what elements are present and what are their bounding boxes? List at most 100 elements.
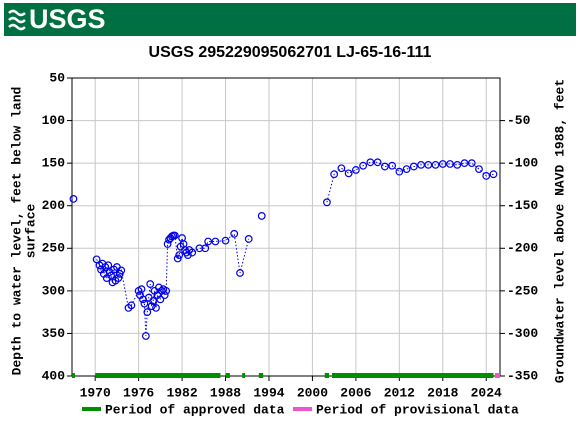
y-tick-label: 400 — [42, 368, 66, 383]
data-point — [230, 229, 239, 238]
data-point — [211, 237, 220, 246]
data-point — [431, 160, 440, 169]
x-tick-label: 1988 — [210, 385, 241, 400]
data-point — [162, 286, 171, 295]
y-tick-label: 200 — [42, 198, 66, 213]
x-tick-label: 1976 — [123, 385, 154, 400]
data-point — [366, 158, 375, 167]
data-point — [160, 291, 169, 300]
logo-waves — [8, 9, 26, 31]
y2-axis-label: Groundwater level above NAVD 1988, feet — [552, 79, 567, 383]
data-point — [195, 244, 204, 253]
data-point — [221, 236, 230, 245]
data-point — [453, 160, 462, 169]
data-point — [337, 164, 346, 173]
data-point — [127, 301, 136, 310]
data-point — [388, 161, 396, 170]
y-axis-label: surface — [23, 203, 38, 258]
period-bar — [242, 373, 246, 378]
data-point — [373, 158, 382, 167]
data-point — [323, 198, 331, 207]
period-bar — [258, 373, 264, 378]
x-tick-label: 2006 — [340, 385, 371, 400]
data-point — [117, 266, 126, 275]
period-bar — [324, 373, 330, 378]
data-point — [152, 303, 160, 312]
period-bar — [95, 373, 221, 378]
y2-tick-label: -350 — [507, 368, 538, 383]
data-point — [446, 160, 454, 168]
data-point — [359, 161, 368, 170]
data-point — [424, 160, 433, 169]
y-tick-label: 250 — [42, 241, 66, 256]
connector-line — [326, 161, 494, 203]
y-tick-label: 300 — [42, 283, 66, 298]
data-point — [147, 302, 156, 311]
data-point — [257, 212, 266, 220]
y2-tick-label: -300 — [507, 326, 538, 341]
data-point — [175, 251, 184, 259]
data-point — [351, 166, 360, 174]
x-tick-label: 1970 — [80, 385, 111, 400]
data-point — [69, 195, 78, 203]
data-point — [460, 159, 469, 168]
header-bar — [4, 3, 576, 36]
x-tick-label: 2024 — [471, 385, 502, 400]
data-point — [146, 280, 155, 288]
x-tick-label: 2018 — [427, 385, 458, 400]
x-tick-label: 1982 — [166, 385, 197, 400]
y-axis-label: Depth to water level, feet below land — [9, 87, 24, 376]
data-point — [482, 172, 491, 180]
data-point — [467, 159, 476, 168]
plot-area — [72, 78, 500, 376]
data-point — [141, 332, 150, 340]
data-point — [395, 167, 404, 176]
y2-tick-label: -100 — [507, 156, 538, 171]
y2-tick-label: -150 — [507, 198, 538, 213]
data-point — [114, 274, 123, 282]
data-point — [475, 165, 483, 174]
data-point — [344, 169, 353, 178]
y-tick-label: 150 — [42, 156, 66, 171]
data-point — [143, 308, 152, 317]
chart-title: USGS 295229095062701 LJ-65-16-111 — [149, 44, 432, 61]
data-point — [140, 299, 149, 308]
data-point — [402, 165, 411, 174]
y-tick-label: 50 — [49, 70, 65, 85]
data-point — [183, 251, 192, 259]
data-point — [409, 162, 418, 171]
period-bar — [72, 373, 75, 378]
data-point — [204, 237, 213, 246]
period-bar — [225, 373, 230, 378]
data-point — [170, 231, 179, 240]
data-point — [380, 162, 389, 171]
data-point — [236, 269, 244, 277]
data-point — [188, 248, 197, 257]
data-point — [102, 274, 111, 282]
data-point — [92, 255, 101, 264]
data-point — [438, 160, 447, 168]
data-point — [137, 285, 146, 294]
x-tick-label: 1994 — [253, 385, 284, 400]
period-bar — [494, 373, 500, 378]
data-point — [330, 170, 339, 179]
logo-text: USGS — [29, 4, 106, 34]
x-tick-label: 2012 — [384, 385, 415, 400]
legend-label: Period of provisional data — [316, 402, 519, 417]
data-point — [244, 235, 253, 243]
x-tick-label: 2000 — [297, 385, 328, 400]
y2-tick-label: -200 — [507, 241, 538, 256]
y2-tick-label: -250 — [507, 283, 538, 298]
plot-frame — [71, 77, 501, 377]
data-point — [156, 295, 165, 304]
data-point — [201, 244, 210, 253]
y2-tick-label: -50 — [507, 113, 531, 128]
legend-label: Period of approved data — [105, 402, 285, 417]
y-tick-label: 100 — [42, 113, 66, 128]
period-bar — [331, 373, 494, 378]
data-point — [163, 240, 172, 248]
data-point — [417, 160, 425, 169]
data-point — [149, 297, 158, 305]
y-tick-label: 350 — [42, 326, 66, 341]
